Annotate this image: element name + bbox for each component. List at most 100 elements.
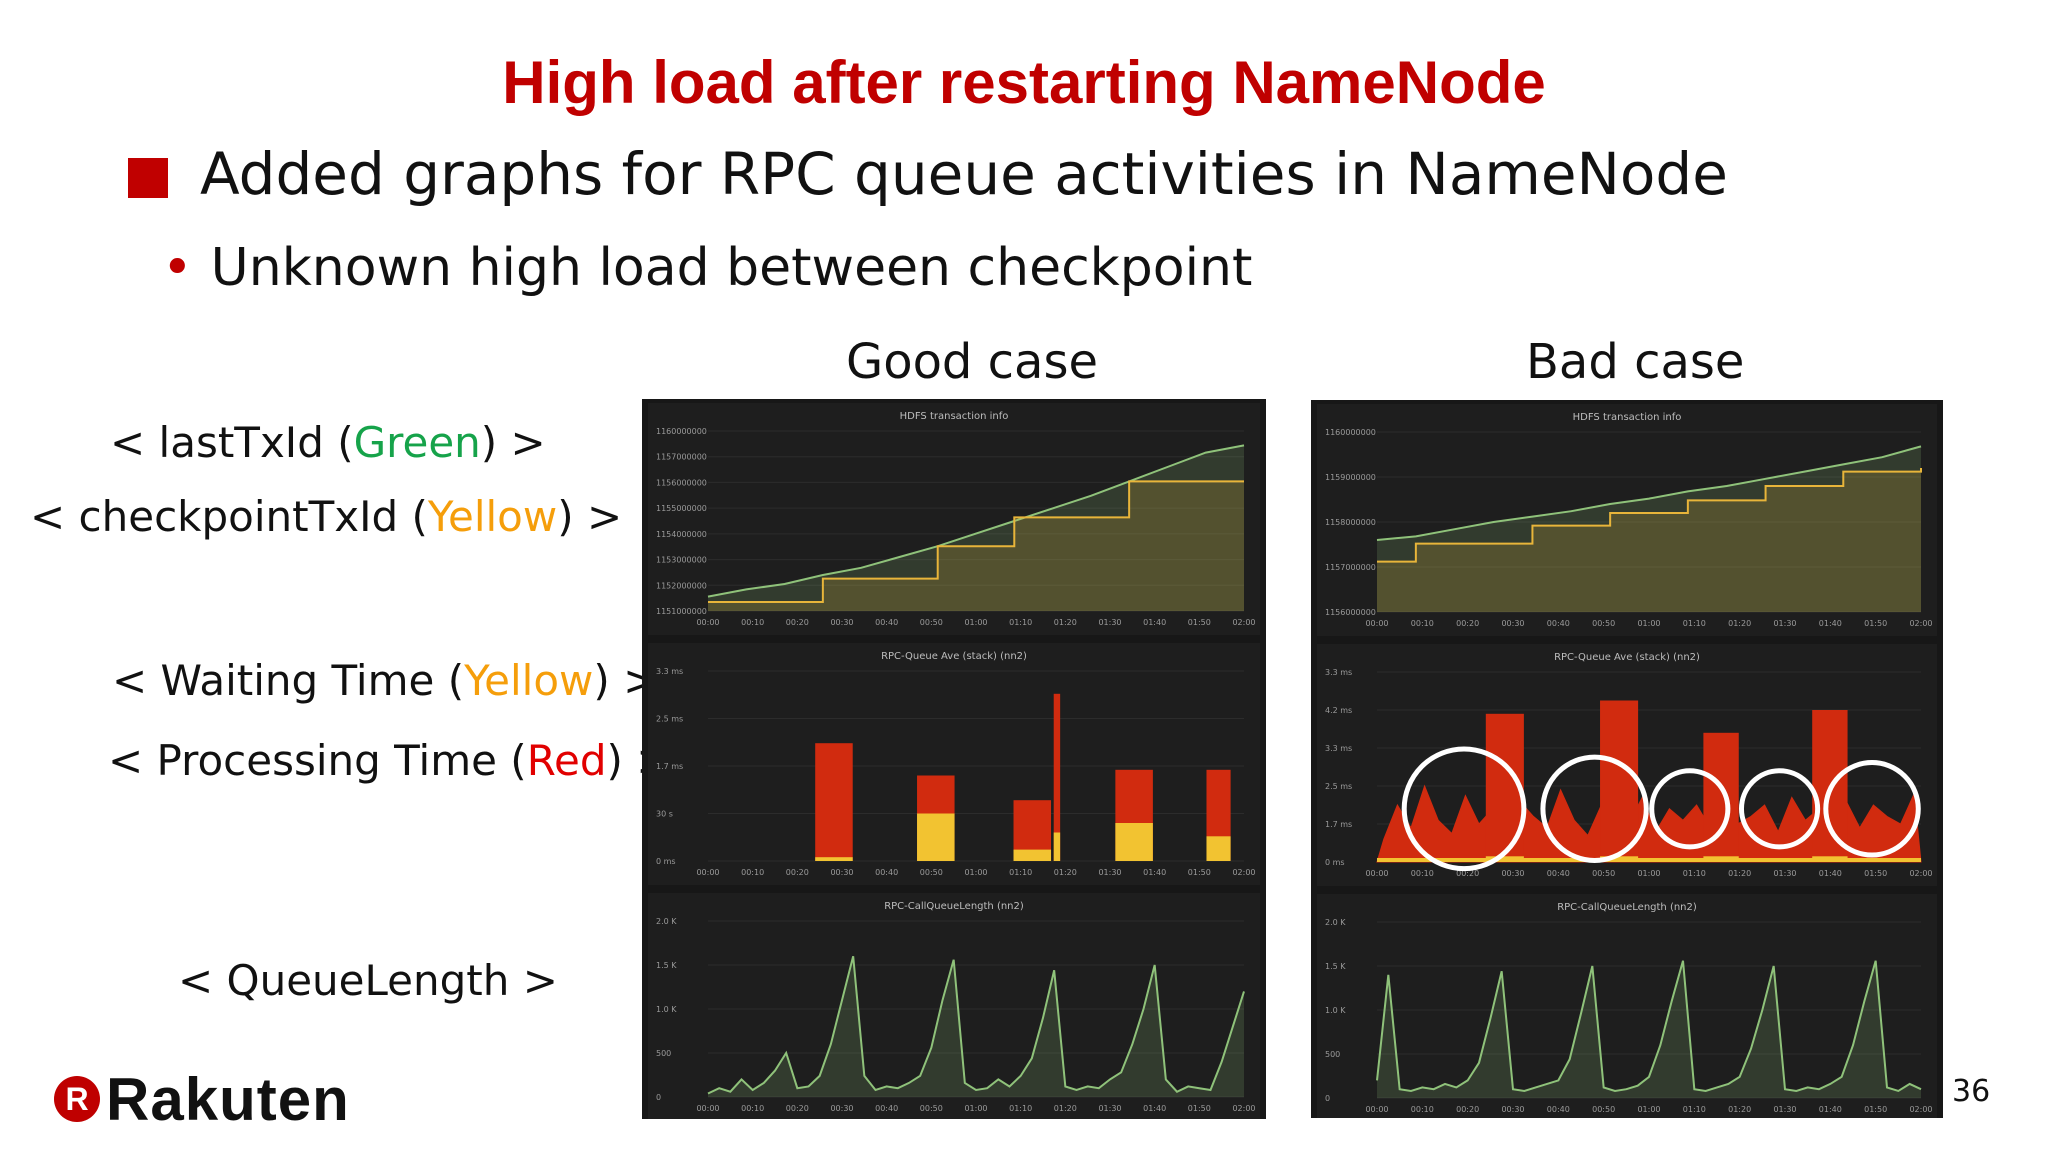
- x-tick-label: 01:40: [1819, 1105, 1842, 1114]
- x-tick-label: 00:40: [1547, 619, 1570, 628]
- x-tick-label: 02:00: [1909, 869, 1932, 878]
- x-tick-label: 00:40: [875, 618, 898, 627]
- processing-time-bar: [1600, 700, 1639, 862]
- x-tick-label: 01:20: [1054, 618, 1077, 627]
- x-tick-label: 01:20: [1728, 869, 1751, 878]
- chart-panel-good-2: RPC-CallQueueLength (nn2) 2.0 K 1.5 K 1.0 K…: [648, 893, 1260, 1119]
- highlight-circle: [1823, 760, 1921, 858]
- waiting-time-bar: [1013, 849, 1052, 861]
- bad-case-dashboard: HDFS transaction info 1160000000 115900000…: [1311, 400, 1943, 1118]
- x-tick-label: 02:00: [1909, 619, 1932, 628]
- x-tick-label: 00:00: [1365, 619, 1388, 628]
- chart-title: HDFS transaction info: [1573, 412, 1682, 423]
- good-case-charts: HDFS transaction info 1160000000 115700000…: [648, 403, 1260, 1119]
- y-tick-label: 3.3 ms: [656, 667, 683, 676]
- chart-panel-good-0: HDFS transaction info 1160000000 115700000…: [648, 403, 1260, 635]
- x-tick-label: 01:50: [1188, 618, 1211, 627]
- legend-text: < checkpointTxId (: [30, 492, 428, 541]
- chart-panel-bad-0: HDFS transaction info 1160000000 115900000…: [1317, 404, 1937, 636]
- x-tick-label: 01:10: [1009, 1104, 1032, 1113]
- y-tick-label: 3.3 ms: [1325, 744, 1352, 753]
- x-tick-label: 00:50: [1592, 619, 1615, 628]
- legend-color-word: Red: [526, 736, 607, 785]
- x-tick-label: 00:10: [741, 618, 764, 627]
- series-line-QueueLength: [1376, 960, 1922, 1093]
- waiting-time-bar: [917, 813, 955, 861]
- rakuten-wordmark: Rakuten: [106, 1065, 350, 1133]
- x-tick-label: 00:30: [1501, 869, 1524, 878]
- bullet-text: Added graphs for RPC queue activities in…: [200, 140, 1728, 208]
- x-tick-label: 00:40: [875, 868, 898, 877]
- x-tick-label: 00:00: [1365, 869, 1388, 878]
- x-tick-label: 01:40: [1143, 618, 1166, 627]
- y-tick-label: 500: [1325, 1050, 1340, 1059]
- y-tick-label: 2.0 K: [1325, 918, 1346, 927]
- series-line-checkpointTxId: [1377, 468, 1922, 563]
- y-tick-label: 2.5 ms: [1325, 782, 1352, 791]
- x-tick-label: 00:00: [696, 1104, 719, 1113]
- x-tick-label: 00:20: [786, 618, 809, 627]
- y-tick-label: 1.5 K: [1325, 962, 1346, 971]
- x-tick-label: 02:00: [1232, 618, 1255, 627]
- x-tick-label: 00:30: [830, 618, 853, 627]
- good-case-dashboard: HDFS transaction info 1160000000 115700000…: [642, 399, 1266, 1119]
- x-tick-label: 01:00: [1637, 869, 1660, 878]
- x-tick-label: 00:10: [1411, 1105, 1434, 1114]
- x-tick-label: 02:00: [1909, 1105, 1932, 1114]
- x-tick-label: 01:50: [1864, 869, 1887, 878]
- y-tick-label: 2.0 K: [656, 917, 677, 926]
- series-area-QueueLength: [708, 956, 1244, 1097]
- x-tick-label: 00:50: [920, 1104, 943, 1113]
- series-area-lastTxId: [1377, 446, 1921, 612]
- waiting-time-bar: [815, 857, 853, 861]
- waiting-time-bar: [1115, 823, 1153, 861]
- y-tick-label: 30 s: [656, 810, 673, 819]
- x-tick-label: 01:00: [964, 618, 987, 627]
- x-tick-label: 00:50: [920, 618, 943, 627]
- x-tick-label: 01:00: [1637, 1105, 1660, 1114]
- y-tick-label: 1151000000: [656, 607, 707, 616]
- x-tick-label: 00:10: [741, 1104, 764, 1113]
- x-tick-label: 00:20: [1456, 619, 1479, 628]
- x-tick-label: 01:30: [1098, 1104, 1121, 1113]
- highlight-circle: [1649, 768, 1731, 850]
- x-tick-label: 01:20: [1054, 868, 1077, 877]
- legend-color-word: Yellow: [427, 492, 558, 541]
- y-tick-label: 3.3 ms: [1325, 668, 1352, 677]
- waiting-time-bar: [1053, 832, 1061, 861]
- x-tick-label: 01:50: [1864, 1105, 1887, 1114]
- bad-case-label: Bad case: [1526, 334, 1745, 390]
- bad-case-charts: HDFS transaction info 1160000000 115900000…: [1317, 404, 1937, 1118]
- waiting-time-baseline: [1377, 858, 1921, 862]
- x-tick-label: 00:00: [696, 618, 719, 627]
- chart-title: HDFS transaction info: [900, 411, 1009, 422]
- highlight-circle: [1540, 754, 1649, 863]
- x-tick-label: 01:30: [1098, 868, 1121, 877]
- y-tick-label: 0 ms: [656, 857, 676, 866]
- x-tick-label: 00:40: [1547, 869, 1570, 878]
- y-tick-label: 1156000000: [1325, 608, 1376, 617]
- series-line-QueueLength: [707, 955, 1245, 1095]
- y-tick-label: 0: [656, 1093, 661, 1102]
- chart-panel-good-1: RPC-Queue Ave (stack) (nn2) 3.3 ms 2.5 ms 1…: [648, 643, 1260, 885]
- x-tick-label: 01:10: [1683, 619, 1706, 628]
- series-line-lastTxId: [707, 444, 1245, 598]
- waiting-time-bar: [1206, 836, 1231, 861]
- chart-title: RPC-Queue Ave (stack) (nn2): [1554, 652, 1700, 663]
- x-tick-label: 00:20: [786, 1104, 809, 1113]
- good-case-label: Good case: [846, 334, 1098, 390]
- x-tick-label: 01:00: [964, 1104, 987, 1113]
- x-tick-label: 00:30: [830, 1104, 853, 1113]
- x-tick-label: 00:10: [741, 868, 764, 877]
- chart-background: [1317, 894, 1937, 1118]
- x-tick-label: 00:30: [1501, 1105, 1524, 1114]
- x-tick-label: 01:40: [1143, 1104, 1166, 1113]
- y-tick-label: 1.7 ms: [656, 762, 683, 771]
- x-tick-label: 00:40: [875, 1104, 898, 1113]
- x-tick-label: 00:20: [1456, 1105, 1479, 1114]
- y-tick-label: 500: [656, 1049, 671, 1058]
- chart-panel-bad-2: RPC-CallQueueLength (nn2) 2.0 K 1.5 K 1.0 K…: [1317, 894, 1937, 1118]
- x-tick-label: 01:10: [1009, 618, 1032, 627]
- x-tick-label: 00:20: [1456, 869, 1479, 878]
- legend-color-word: Yellow: [464, 656, 594, 705]
